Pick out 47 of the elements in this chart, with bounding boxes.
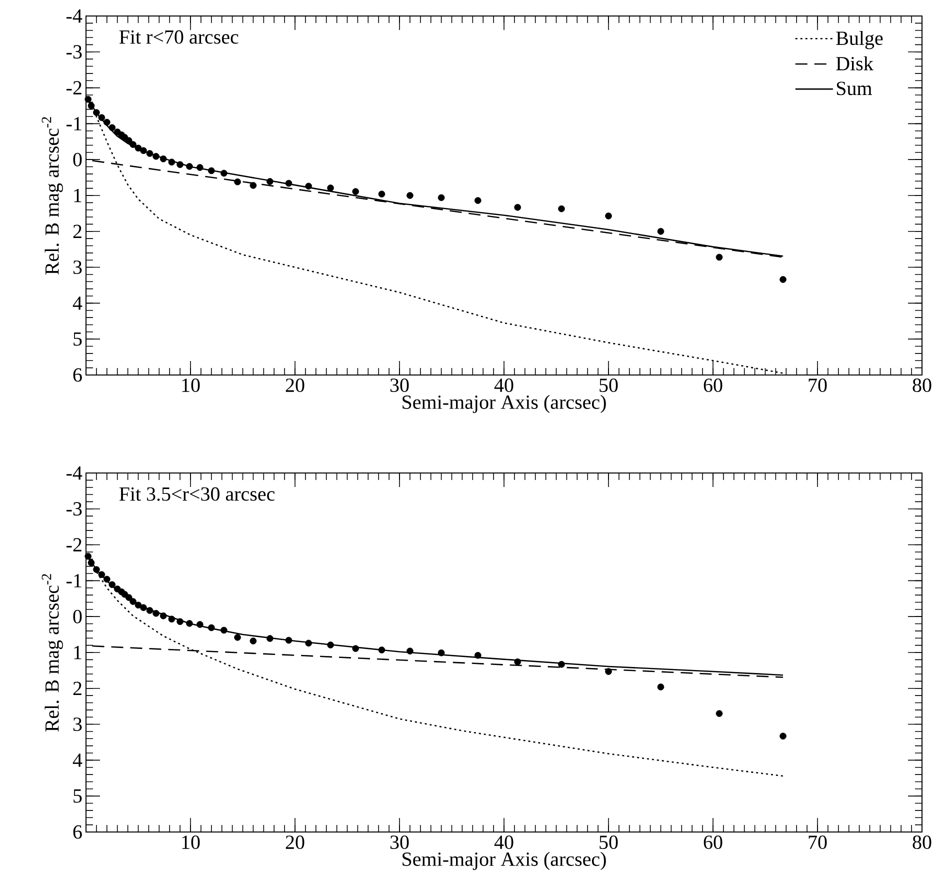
y-tick-label: 5 (74, 789, 82, 803)
y-tick-label: 3 (73, 718, 82, 731)
x-tick-label: 80 (912, 836, 932, 850)
y-tick-label: -1 (66, 117, 82, 130)
y-tick-label: -3 (66, 45, 82, 59)
y-tick-label: 4 (72, 296, 82, 310)
x-tick-label: 10 (182, 378, 200, 392)
x-tick-label: 60 (704, 836, 722, 850)
y-tick-label: 2 (73, 224, 82, 238)
y-axis-title: Rel. B mag arcsec$^{-2}$ (42, 574, 63, 732)
y-tick-label: 6 (73, 825, 82, 839)
x-tick-label: 70 (808, 836, 827, 850)
y-tick-label: -4 (66, 9, 82, 23)
y-tick-label: -2 (66, 81, 82, 94)
x-tick-label: 20 (286, 836, 304, 850)
x-tick-label: 50 (600, 836, 618, 850)
y-tick-label: 4 (72, 754, 82, 767)
x-tick-label: 30 (390, 378, 409, 392)
annotation: Fit 3.5<r<30 arcsec (119, 487, 275, 501)
y-tick-label: 1 (74, 646, 82, 660)
x-tick-label: 60 (704, 378, 722, 392)
legend-label: Disk (836, 56, 874, 70)
y-tick-label: 6 (73, 368, 82, 382)
x-tick-label: 70 (808, 378, 827, 392)
x-tick-label: 40 (494, 378, 514, 392)
x-axis-title: Semi-major Axis (arcsec) (402, 394, 606, 414)
y-tick-label: 0 (73, 152, 82, 166)
annotation: Fit r<70 arcsec (119, 30, 238, 44)
y-tick-label: -1 (66, 574, 82, 588)
y-tick-label: 0 (73, 610, 82, 624)
x-tick-label: 30 (390, 836, 409, 850)
y-axis-title: Rel. B mag arcsec$^{-2}$ (42, 117, 63, 275)
y-tick-label: 1 (74, 188, 82, 202)
y-tick-label: 2 (73, 682, 82, 696)
x-tick-label: 50 (600, 378, 618, 392)
x-tick-label: 10 (182, 836, 200, 850)
y-tick-label: -4 (66, 466, 82, 480)
y-tick-label: -3 (66, 502, 82, 516)
x-tick-label: 40 (494, 836, 514, 850)
y-tick-label: -2 (66, 538, 82, 552)
x-axis-title: Semi-major Axis (arcsec) (402, 852, 606, 870)
x-tick-label: 20 (286, 378, 304, 392)
y-tick-label: 5 (74, 332, 82, 346)
x-tick-label: 80 (912, 378, 932, 392)
y-tick-label: 3 (73, 260, 82, 274)
legend-label: Sum (836, 82, 872, 96)
legend-label: Bulge (836, 30, 883, 50)
